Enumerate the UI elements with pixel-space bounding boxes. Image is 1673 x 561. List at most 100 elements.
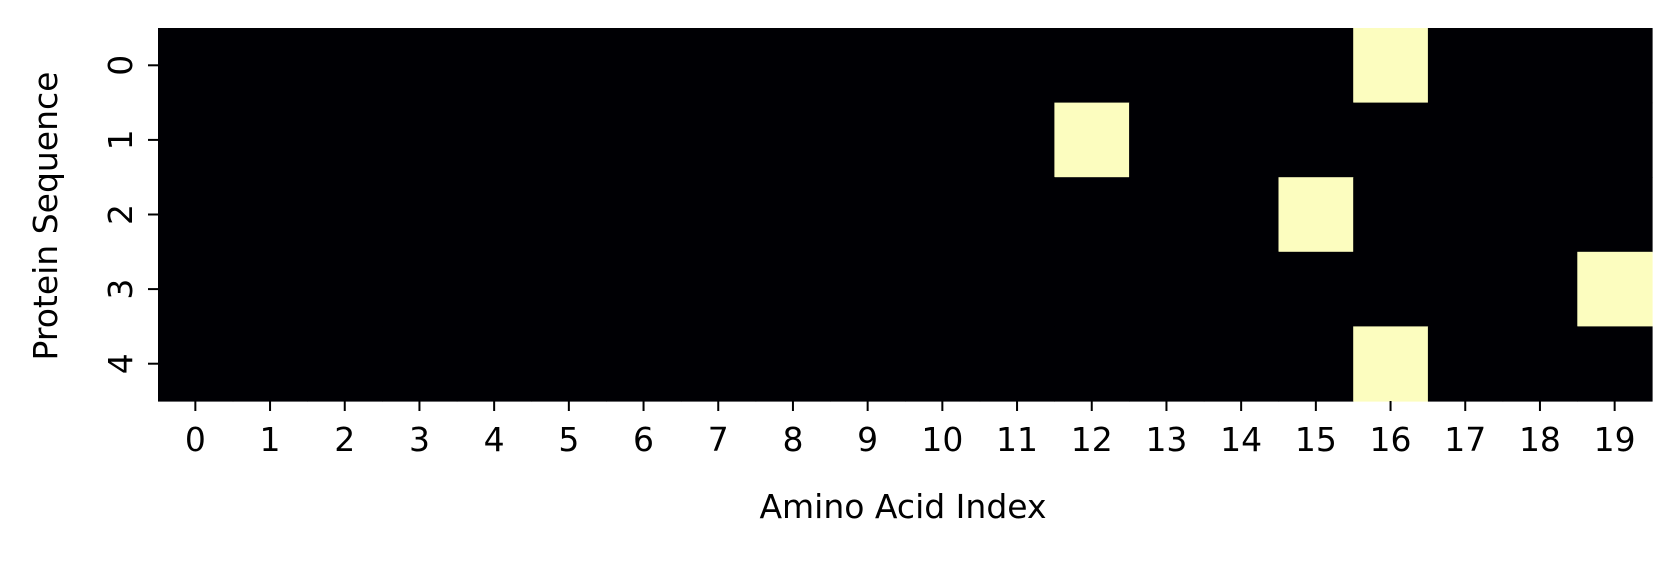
- heatmap-cell: [1427, 326, 1504, 402]
- heatmap-cell: [680, 177, 757, 253]
- x-tick-label: 11: [996, 420, 1038, 459]
- heatmap-cell: [158, 102, 234, 178]
- heatmap-cell: [456, 177, 533, 253]
- heatmap-cell: [158, 28, 234, 104]
- x-tick-label: 9: [857, 420, 878, 459]
- heatmap-cell: [606, 102, 682, 178]
- x-tick-label: 3: [409, 420, 430, 459]
- heatmap-cell: [1353, 326, 1429, 402]
- x-tick-label: 14: [1220, 420, 1262, 459]
- x-tick-label: 16: [1370, 420, 1412, 459]
- heatmap-cell: [531, 102, 607, 178]
- heatmap-cell: [979, 28, 1055, 104]
- heatmap-cell: [158, 251, 234, 327]
- heatmap-cell: [830, 177, 906, 253]
- x-tick-label: 10: [921, 420, 963, 459]
- heatmap-cell: [531, 326, 607, 402]
- heatmap-cell: [1502, 177, 1578, 253]
- heatmap-cell: [1427, 28, 1504, 104]
- heatmap-cell: [680, 326, 757, 402]
- y-tick-label: 2: [101, 204, 140, 225]
- heatmap-cell: [755, 251, 831, 327]
- heatmap-cell: [1054, 251, 1130, 327]
- heatmap-cell: [1278, 102, 1354, 178]
- heatmap-cell: [606, 28, 682, 104]
- heatmap-cell: [1203, 326, 1280, 402]
- heatmap-cell: [1353, 251, 1429, 327]
- x-tick-label: 6: [633, 420, 654, 459]
- heatmap-cell: [1502, 326, 1578, 402]
- heatmap-cell: [1129, 28, 1205, 104]
- heatmap-cell: [531, 177, 607, 253]
- heatmap-cell: [232, 28, 308, 104]
- x-tick-label: 18: [1519, 420, 1561, 459]
- heatmap-cell: [606, 177, 682, 253]
- heatmap-cell: [606, 251, 682, 327]
- y-axis-label: Protein Sequence: [26, 72, 65, 361]
- heatmap-cell: [755, 102, 831, 178]
- heatmap-cell: [232, 177, 308, 253]
- x-axis-ticks: 0 1 2 3 4 5 6 7 8 9 10 11 12 13 14 15 16 17 18 19: [185, 401, 1636, 459]
- x-tick-label: 0: [185, 420, 206, 459]
- heatmap-cell: [905, 28, 981, 104]
- heatmap-cell: [1577, 28, 1653, 104]
- heatmap-cell: [755, 326, 831, 402]
- y-tick-label: 4: [101, 353, 140, 374]
- heatmap-cell: [1502, 251, 1578, 327]
- heatmap-cell: [307, 177, 383, 253]
- heatmap-cell: [606, 326, 682, 402]
- heatmap-cell: [905, 102, 981, 178]
- x-tick-label: 1: [260, 420, 281, 459]
- heatmap-cell: [382, 102, 458, 178]
- heatmap-cell: [979, 177, 1055, 253]
- y-tick-label: 0: [101, 55, 140, 76]
- heatmap-cell: [307, 102, 383, 178]
- heatmap-cell: [232, 102, 308, 178]
- heatmap-cell: [1427, 102, 1504, 178]
- heatmap-cell: [1577, 177, 1653, 253]
- heatmap-cell: [307, 326, 383, 402]
- heatmap-cell: [1577, 326, 1653, 402]
- x-tick-label: 7: [708, 420, 729, 459]
- x-tick-label: 13: [1145, 420, 1187, 459]
- heatmap-cell: [1129, 326, 1205, 402]
- heatmap-cell: [830, 102, 906, 178]
- heatmap-cell: [531, 251, 607, 327]
- heatmap-cell: [979, 326, 1055, 402]
- y-axis-ticks: 0 1 2 3 4: [101, 55, 158, 374]
- heatmap-cell: [1427, 251, 1504, 327]
- x-tick-label: 4: [484, 420, 505, 459]
- heatmap-cell: [1203, 177, 1280, 253]
- heatmap-cell: [979, 102, 1055, 178]
- heatmap-cell: [1129, 177, 1205, 253]
- heatmap-cell: [232, 326, 308, 402]
- heatmap-cell: [158, 177, 234, 253]
- heatmap-cell: [755, 28, 831, 104]
- x-tick-label: 8: [782, 420, 803, 459]
- heatmap-cell: [830, 251, 906, 327]
- heatmap-cell: [1577, 102, 1653, 178]
- heatmap-cell: [1502, 102, 1578, 178]
- heatmap-cell: [1278, 251, 1354, 327]
- heatmap-cell: [1502, 28, 1578, 104]
- heatmap-cell: [830, 28, 906, 104]
- x-axis-label: Amino Acid Index: [759, 487, 1046, 526]
- heatmap-cell: [680, 251, 757, 327]
- heatmap-cell: [1278, 28, 1354, 104]
- heatmap-cell: [1129, 251, 1205, 327]
- heatmap-cell: [1203, 251, 1280, 327]
- heatmap-cell: [830, 326, 906, 402]
- heatmap-cell: [456, 102, 533, 178]
- heatmap-cell: [680, 28, 757, 104]
- heatmap-cell: [456, 28, 533, 104]
- x-tick-label: 2: [334, 420, 355, 459]
- heatmap-cell: [1278, 177, 1354, 253]
- heatmap-cell: [307, 251, 383, 327]
- heatmap-cell: [1054, 102, 1130, 178]
- heatmap-cell: [232, 251, 308, 327]
- heatmap-cell: [158, 326, 234, 402]
- heatmap-cell: [382, 177, 458, 253]
- heatmap-cell: [1353, 28, 1429, 104]
